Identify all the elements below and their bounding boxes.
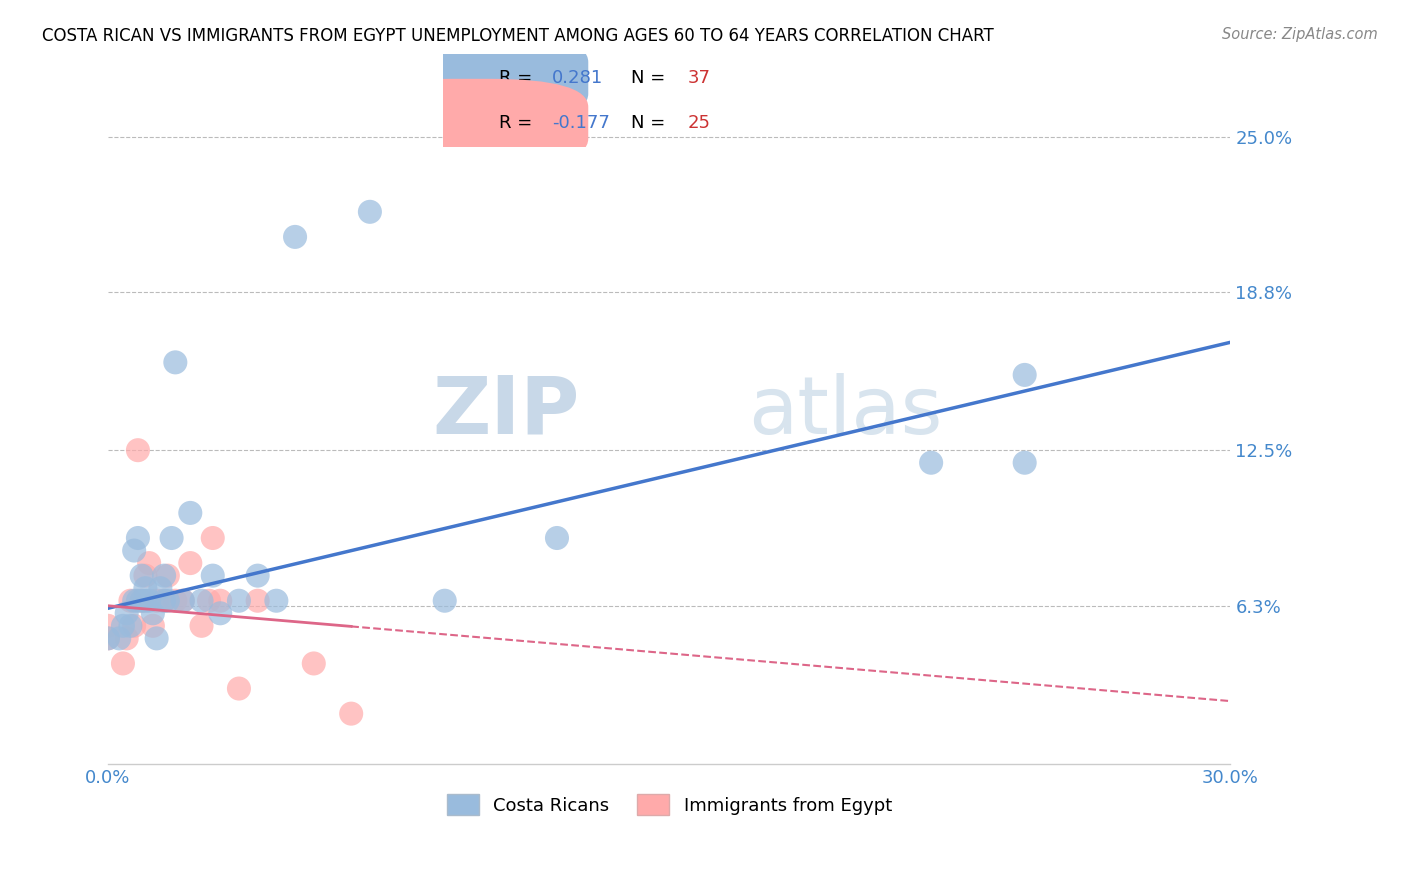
Point: [228, 681, 250, 696]
Point: [153, 593, 176, 607]
Point: [153, 593, 176, 607]
Point: [120, 619, 142, 633]
Point: [165, 355, 187, 369]
Point: [359, 204, 381, 219]
Point: [145, 632, 167, 646]
Text: Source: ZipAtlas.com: Source: ZipAtlas.com: [1222, 27, 1378, 42]
FancyBboxPatch shape: [354, 34, 588, 122]
Point: [149, 581, 172, 595]
Point: [120, 593, 142, 607]
Text: 0.281: 0.281: [553, 69, 603, 87]
Point: [198, 593, 221, 607]
Point: [160, 531, 183, 545]
Point: [209, 593, 232, 607]
Point: [266, 593, 288, 607]
Point: [138, 556, 160, 570]
Legend: Costa Ricans, Immigrants from Egypt: Costa Ricans, Immigrants from Egypt: [439, 788, 898, 822]
Point: [156, 568, 179, 582]
Text: R =: R =: [499, 69, 538, 87]
Text: COSTA RICAN VS IMMIGRANTS FROM EGYPT UNEMPLOYMENT AMONG AGES 60 TO 64 YEARS CORR: COSTA RICAN VS IMMIGRANTS FROM EGYPT UNE…: [42, 27, 994, 45]
Point: [142, 607, 165, 621]
Point: [122, 543, 145, 558]
Text: -0.177: -0.177: [553, 114, 610, 132]
Point: [209, 607, 232, 621]
Point: [115, 632, 138, 646]
Point: [111, 619, 134, 633]
Point: [190, 593, 212, 607]
Point: [138, 593, 160, 607]
Point: [172, 593, 194, 607]
Point: [246, 568, 269, 582]
Point: [340, 706, 363, 721]
Point: [246, 593, 269, 607]
Point: [546, 531, 568, 545]
Point: [127, 593, 149, 607]
Point: [108, 632, 131, 646]
Point: [142, 619, 165, 633]
Point: [111, 657, 134, 671]
Point: [122, 619, 145, 633]
Point: [920, 456, 942, 470]
Point: [284, 230, 307, 244]
Point: [1014, 368, 1036, 382]
Text: N =: N =: [631, 69, 665, 87]
Point: [153, 568, 176, 582]
Text: 37: 37: [688, 69, 710, 87]
Point: [131, 593, 153, 607]
Point: [122, 593, 145, 607]
Point: [115, 607, 138, 621]
Point: [1014, 456, 1036, 470]
Text: atlas: atlas: [748, 373, 942, 450]
Text: R =: R =: [499, 114, 538, 132]
FancyBboxPatch shape: [354, 78, 588, 167]
Text: N =: N =: [631, 114, 665, 132]
Point: [165, 593, 187, 607]
Point: [179, 506, 201, 520]
Point: [127, 531, 149, 545]
Point: [190, 619, 212, 633]
Point: [134, 593, 156, 607]
Point: [201, 568, 224, 582]
Point: [131, 568, 153, 582]
Point: [131, 593, 153, 607]
Point: [172, 593, 194, 607]
Point: [228, 593, 250, 607]
Point: [134, 581, 156, 595]
Point: [156, 593, 179, 607]
Point: [302, 657, 325, 671]
Text: 25: 25: [688, 114, 710, 132]
Point: [97, 632, 120, 646]
Point: [97, 632, 120, 646]
Point: [134, 568, 156, 582]
Point: [145, 593, 167, 607]
Point: [97, 619, 120, 633]
Text: ZIP: ZIP: [432, 373, 579, 450]
Point: [127, 443, 149, 458]
Point: [179, 556, 201, 570]
Point: [433, 593, 456, 607]
Point: [201, 531, 224, 545]
